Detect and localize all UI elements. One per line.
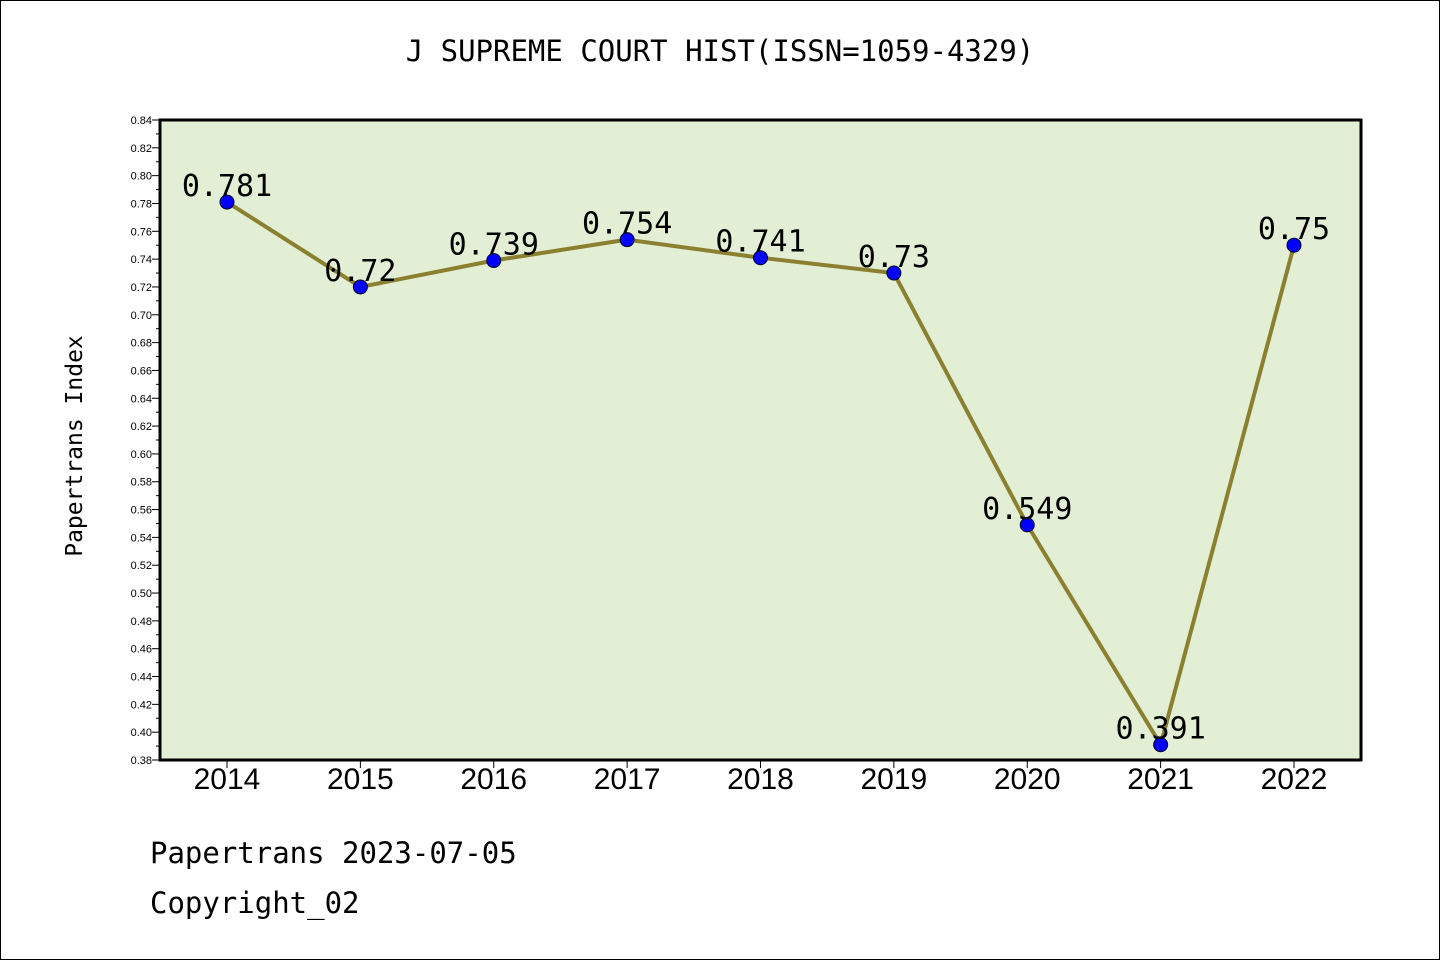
data-label: 0.741 (715, 225, 805, 260)
data-point (486, 253, 502, 269)
data-label: 0.391 (1115, 712, 1205, 747)
x-tick-label: 2021 (1127, 763, 1194, 796)
y-tick-label: 0.40 (131, 727, 152, 739)
data-label: 0.754 (582, 207, 672, 242)
footer-date: Papertrans 2023-07-05 (150, 836, 517, 870)
data-label: 0.781 (182, 169, 272, 204)
data-point (1153, 737, 1169, 753)
markers (219, 194, 1302, 753)
data-point (753, 250, 768, 266)
y-tick-label: 0.56 (131, 505, 152, 517)
y-tick-label: 0.74 (131, 254, 152, 266)
x-tick-label: 2014 (194, 763, 261, 796)
data-point (886, 265, 902, 281)
footer-copyright: Copyright_02 (150, 886, 360, 920)
x-tick-label: 2018 (727, 763, 794, 796)
y-tick-label: 0.64 (131, 393, 152, 405)
y-tick-label: 0.76 (131, 226, 152, 238)
x-tick-label: 2020 (994, 763, 1061, 796)
data-labels: 0.781 0.72 0.739 0.754 0.741 0.73 0.549 0.391 0.… (182, 169, 1330, 747)
x-tick-label: 2019 (861, 763, 928, 796)
data-label: 0.75 (1258, 212, 1330, 247)
y-tick-label: 0.50 (131, 588, 152, 600)
x-axis: 2014 2015 2016 2017 2018 2019 2020 2021 2022 (194, 760, 1328, 796)
x-tick-label: 2015 (327, 763, 394, 796)
y-tick-label: 0.70 (131, 310, 152, 322)
data-label: 0.72 (324, 254, 396, 289)
y-tick-label: 0.38 (131, 755, 152, 767)
y-tick-label: 0.44 (131, 672, 152, 684)
data-label: 0.73 (858, 240, 930, 275)
data-point (219, 194, 235, 210)
data-point (1019, 517, 1035, 533)
y-axis: 0.38 0.40 0.42 0.44 0.46 0.48 0.50 0.52 0.54 0.56… (131, 115, 160, 767)
y-tick-label: 0.72 (131, 282, 152, 294)
data-label: 0.549 (982, 492, 1072, 527)
y-tick-label: 0.68 (131, 338, 152, 350)
y-tick-label: 0.82 (131, 143, 152, 155)
y-tick-label: 0.46 (131, 644, 152, 656)
plot-border (158, 118, 1363, 762)
data-point (619, 232, 635, 248)
y-tick-label: 0.80 (131, 171, 152, 183)
x-tick-label: 2022 (1261, 763, 1328, 796)
y-tick-label: 0.54 (131, 532, 152, 544)
y-tick-label: 0.48 (131, 616, 152, 628)
y-tick-label: 0.66 (131, 365, 152, 377)
data-point (352, 279, 368, 295)
chart-title: J SUPREME COURT HIST(ISSN=1059-4329) (405, 34, 1035, 68)
y-tick-label: 0.84 (131, 115, 152, 127)
x-tick-label: 2017 (594, 763, 661, 796)
data-label: 0.739 (449, 228, 539, 263)
y-tick-label: 0.60 (131, 449, 152, 461)
y-tick-label: 0.62 (131, 421, 152, 433)
x-tick-label: 2016 (460, 763, 527, 796)
plot-area (160, 120, 1361, 760)
y-tick-label: 0.58 (131, 477, 152, 489)
y-tick-label: 0.52 (131, 560, 152, 572)
y-tick-label: 0.78 (131, 198, 152, 210)
data-point (1286, 237, 1302, 253)
y-tick-label: 0.42 (131, 699, 152, 711)
